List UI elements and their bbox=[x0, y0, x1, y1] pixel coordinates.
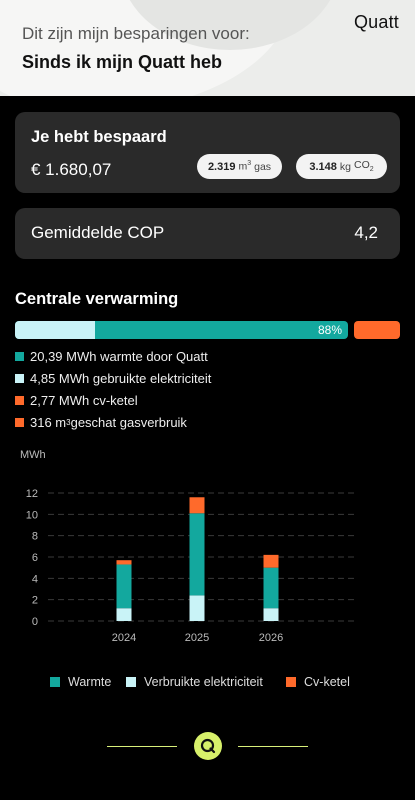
gas-saved-value: 2.319 bbox=[207, 160, 236, 173]
gas-saved-suffix: gas bbox=[254, 160, 272, 173]
x-tick-label: 2024 bbox=[112, 632, 136, 644]
x-tick-label: 2025 bbox=[185, 632, 209, 644]
electricity-segment bbox=[15, 321, 95, 339]
chart-legend-elektriciteit: Verbruikte elektriciteit bbox=[126, 675, 263, 689]
teal-swatch bbox=[50, 677, 60, 687]
bar-segment bbox=[116, 564, 132, 609]
chart-legend-warmte: Warmte bbox=[50, 675, 111, 689]
orange-swatch bbox=[15, 417, 24, 427]
gas-saved-unit: m3 bbox=[238, 160, 252, 173]
heat-share-bar: 88% bbox=[15, 321, 348, 339]
y-tick-label: 4 bbox=[32, 573, 38, 585]
orange-swatch bbox=[15, 395, 24, 405]
quatt-logo: Quatt bbox=[353, 12, 399, 32]
y-tick-label: 8 bbox=[32, 531, 38, 543]
y-tick-label: 2 bbox=[32, 595, 38, 607]
bar-segment bbox=[263, 567, 279, 609]
gas-saved-badge: 2.319 m3 gas bbox=[197, 154, 282, 179]
y-tick-label: 10 bbox=[26, 509, 38, 521]
bar-segment bbox=[116, 560, 132, 565]
q-logo-icon bbox=[200, 738, 216, 754]
section-title: Centrale verwarming bbox=[15, 290, 179, 308]
footer-divider-left bbox=[107, 746, 177, 747]
y-tick-label: 6 bbox=[32, 552, 38, 564]
bar-segment bbox=[189, 513, 205, 596]
orange-swatch bbox=[286, 677, 296, 687]
co2-saved-badge: 3.148 kg CO2 bbox=[296, 154, 387, 179]
bar-segment bbox=[116, 608, 132, 621]
legend-item-cv-ketel: 2,77 MWh cv-ketel bbox=[15, 389, 211, 411]
savings-label: Je hebt bespaard bbox=[31, 128, 167, 146]
light-swatch bbox=[15, 373, 24, 383]
header: Dit zijn mijn besparingen voor: Sinds ik… bbox=[0, 0, 415, 96]
cop-value: 4,2 bbox=[354, 223, 378, 242]
heat-share-percentage: 88% bbox=[317, 323, 342, 337]
y-axis-label: MWh bbox=[20, 449, 46, 461]
x-tick-label: 2026 bbox=[259, 632, 283, 644]
y-tick-label: 0 bbox=[32, 616, 38, 628]
co2-saved-unit: kg bbox=[339, 160, 351, 173]
light-swatch bbox=[126, 677, 136, 687]
teal-swatch bbox=[15, 351, 24, 361]
chart-legend-cv-ketel: Cv-ketel bbox=[286, 675, 350, 689]
bar-segment bbox=[263, 608, 279, 621]
quatt-q-icon[interactable] bbox=[194, 732, 222, 760]
heating-legend: 20,39 MWh warmte door Quatt 4,85 MWh geb… bbox=[15, 345, 211, 433]
savings-amount: € 1.680,07 bbox=[31, 160, 112, 179]
cop-label: Gemiddelde COP bbox=[31, 223, 165, 242]
header-subtitle: Dit zijn mijn besparingen voor: bbox=[22, 24, 250, 43]
gas-share-bar bbox=[354, 321, 400, 339]
legend-item-elektriciteit: 4,85 MWh gebruikte elektriciteit bbox=[15, 367, 211, 389]
savings-card: Je hebt bespaard € 1.680,07 2.319 m3 gas… bbox=[15, 112, 400, 193]
co2-label: CO2 bbox=[353, 159, 374, 174]
bar-segment bbox=[189, 497, 205, 514]
footer-divider-right bbox=[238, 746, 308, 747]
chart-legend: Warmte Verbruikte elektriciteit Cv-ketel bbox=[0, 675, 415, 695]
cop-card: Gemiddelde COP 4,2 bbox=[15, 208, 400, 259]
yearly-chart: MWh 0 2 4 6 8 10 12 2024 2025 2026 bbox=[20, 449, 355, 644]
page-title: Sinds ik mijn Quatt heb bbox=[22, 52, 223, 72]
legend-item-warmte: 20,39 MWh warmte door Quatt bbox=[15, 345, 211, 367]
bar-segment bbox=[189, 595, 205, 621]
y-tick-label: 12 bbox=[26, 488, 38, 500]
bar-segment bbox=[263, 554, 279, 568]
co2-saved-value: 3.148 bbox=[309, 160, 337, 173]
